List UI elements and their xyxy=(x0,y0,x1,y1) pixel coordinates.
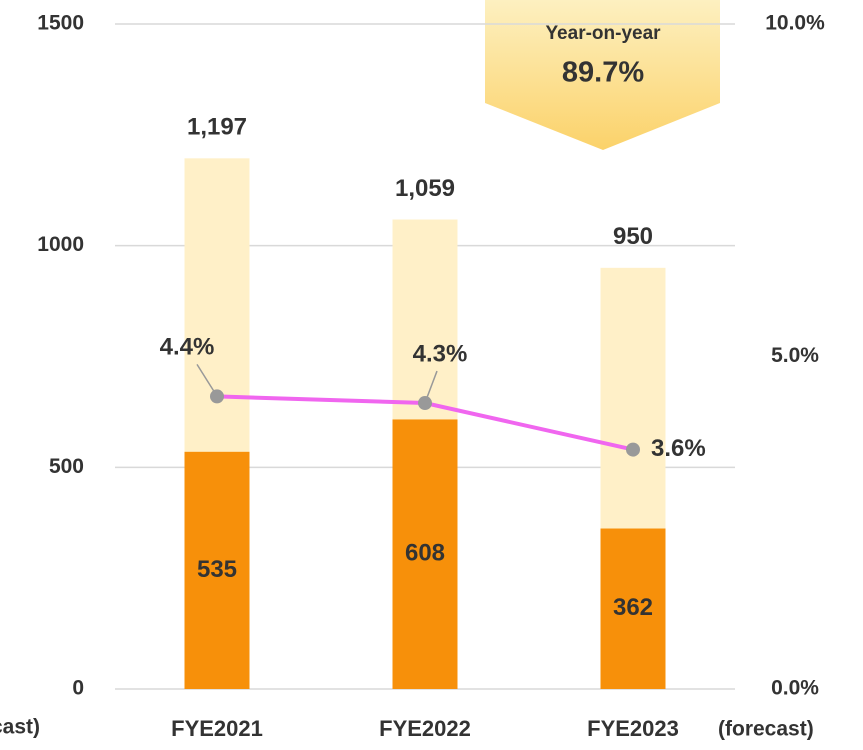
data-label: 362 xyxy=(613,594,653,621)
data-label: 1,197 xyxy=(187,114,247,141)
bar xyxy=(184,451,250,689)
y2-tick-label: 5.0% xyxy=(771,344,819,367)
x-tick-label: FYE2021 xyxy=(171,716,263,741)
bar xyxy=(600,528,666,689)
leader-line xyxy=(426,370,438,399)
y-tick-label: 0 xyxy=(72,677,84,700)
point xyxy=(210,389,224,404)
y-tick-label: 1000 xyxy=(37,233,84,256)
data-label: 4.4% xyxy=(160,334,215,361)
x-tick-label: FYE2023 xyxy=(587,716,679,741)
callout-value: 89.7% xyxy=(562,57,644,89)
leader-line xyxy=(196,364,215,392)
point xyxy=(626,442,640,457)
y2-tick-label: 0.0% xyxy=(771,677,819,700)
data-label: 4.3% xyxy=(413,340,468,367)
y-tick-label: 1500 xyxy=(37,12,84,35)
bar xyxy=(392,419,458,689)
point xyxy=(418,396,432,411)
note: (forecast) xyxy=(0,716,40,739)
data-label: 3.6% xyxy=(651,435,706,462)
y2-tick-label: 10.0% xyxy=(765,12,825,35)
data-label: 1,059 xyxy=(395,175,455,202)
data-label: 535 xyxy=(197,556,237,583)
callout-title: Year-on-year xyxy=(545,23,661,44)
x-tick-label: FYE2022 xyxy=(379,716,471,741)
note: (forecast) xyxy=(718,718,814,741)
data-label: 608 xyxy=(405,540,445,567)
callout xyxy=(485,0,720,150)
data-label: 950 xyxy=(613,223,653,250)
y-tick-label: 500 xyxy=(49,455,84,478)
